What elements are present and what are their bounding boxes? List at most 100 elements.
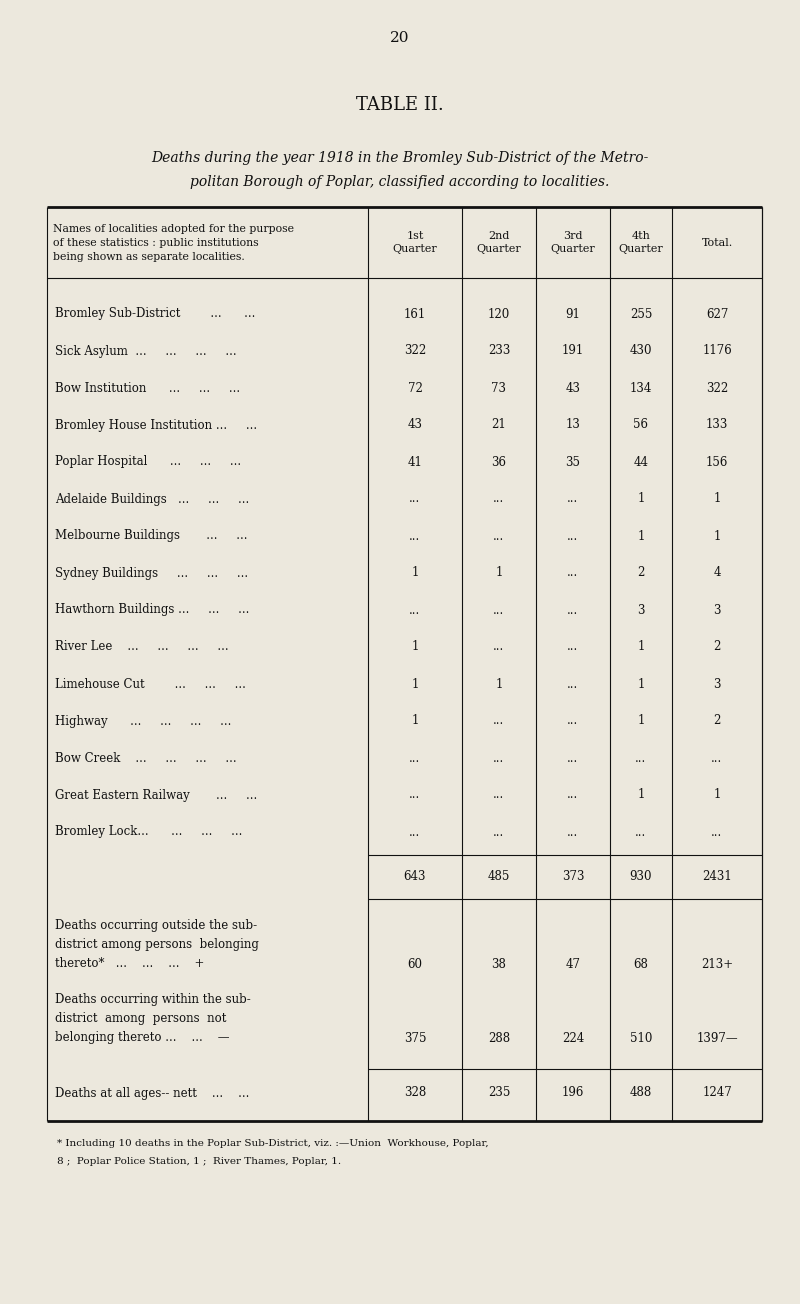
Text: ...: ... [410,789,421,802]
Text: 1: 1 [638,640,645,653]
Text: 91: 91 [566,308,581,321]
Text: 13: 13 [566,419,581,432]
Text: 1: 1 [495,678,502,691]
Text: Deaths during the year 1918 in the Bromley Sub-District of the Metro-: Deaths during the year 1918 in the Broml… [151,151,649,166]
Text: 161: 161 [404,308,426,321]
Text: Poplar Hospital      ...     ...     ...: Poplar Hospital ... ... ... [55,455,241,468]
Text: Highway      ...     ...     ...     ...: Highway ... ... ... ... [55,715,231,728]
Text: 1: 1 [714,789,721,802]
Text: ...: ... [567,678,578,691]
Text: Bromley Lock...      ...     ...     ...: Bromley Lock... ... ... ... [55,825,242,838]
Text: ...: ... [711,751,722,764]
Text: 2: 2 [714,640,721,653]
Text: ...: ... [567,825,578,838]
Text: 41: 41 [407,455,422,468]
Text: Limehouse Cut        ...     ...     ...: Limehouse Cut ... ... ... [55,678,246,691]
Text: 38: 38 [491,958,506,971]
Text: 43: 43 [566,382,581,395]
Text: 3: 3 [714,678,721,691]
Text: 3rd
Quarter: 3rd Quarter [550,231,595,254]
Text: ...: ... [567,493,578,506]
Text: 1397—: 1397— [696,1033,738,1046]
Text: ...: ... [567,640,578,653]
Text: 134: 134 [630,382,652,395]
Text: 21: 21 [492,419,506,432]
Text: 120: 120 [488,308,510,321]
Text: Deaths occurring outside the sub-: Deaths occurring outside the sub- [55,919,257,932]
Text: 488: 488 [630,1086,652,1099]
Text: 2nd
Quarter: 2nd Quarter [477,231,522,254]
Text: 56: 56 [634,419,649,432]
Text: ...: ... [567,715,578,728]
Text: 3: 3 [714,604,721,617]
Text: Sydney Buildings     ...     ...     ...: Sydney Buildings ... ... ... [55,566,248,579]
Text: 44: 44 [634,455,649,468]
Text: Sick Asylum  ...     ...     ...     ...: Sick Asylum ... ... ... ... [55,344,237,357]
Text: 255: 255 [630,308,652,321]
Text: 375: 375 [404,1033,426,1046]
Text: Total.: Total. [702,237,733,248]
Text: ...: ... [567,789,578,802]
Text: 510: 510 [630,1033,652,1046]
Text: 196: 196 [562,1086,584,1099]
Text: ...: ... [567,604,578,617]
Text: 1: 1 [411,678,418,691]
Text: 1: 1 [495,566,502,579]
Text: River Lee    ...     ...     ...     ...: River Lee ... ... ... ... [55,640,229,653]
Text: 73: 73 [491,382,506,395]
Text: 1: 1 [638,678,645,691]
Text: ...: ... [494,529,505,542]
Text: 627: 627 [706,308,728,321]
Text: TABLE II.: TABLE II. [356,96,444,113]
Text: 1: 1 [638,493,645,506]
Text: ...: ... [494,604,505,617]
Text: 235: 235 [488,1086,510,1099]
Text: 133: 133 [706,419,728,432]
Text: 1: 1 [714,529,721,542]
Text: Deaths occurring within the sub-: Deaths occurring within the sub- [55,994,250,1005]
Text: Hawthorn Buildings ...     ...     ...: Hawthorn Buildings ... ... ... [55,604,250,617]
Text: ...: ... [494,640,505,653]
Text: Bromley Sub-District        ...      ...: Bromley Sub-District ... ... [55,308,255,321]
Text: ...: ... [567,529,578,542]
Text: 373: 373 [562,871,584,884]
Text: 35: 35 [566,455,581,468]
Text: 1: 1 [411,566,418,579]
Text: 4th
Quarter: 4th Quarter [618,231,663,254]
Text: 68: 68 [634,958,649,971]
Text: 233: 233 [488,344,510,357]
Text: ...: ... [494,789,505,802]
Text: Bromley House Institution ...     ...: Bromley House Institution ... ... [55,419,257,432]
Text: 1: 1 [638,789,645,802]
Text: Names of localities adopted for the purpose: Names of localities adopted for the purp… [53,223,294,233]
Text: 47: 47 [566,958,581,971]
Text: 2: 2 [638,566,645,579]
Text: ...: ... [635,825,646,838]
Text: 485: 485 [488,871,510,884]
Text: 4: 4 [714,566,721,579]
Text: ...: ... [410,604,421,617]
Text: ...: ... [635,751,646,764]
Text: 8 ;  Poplar Police Station, 1 ;  River Thames, Poplar, 1.: 8 ; Poplar Police Station, 1 ; River Tha… [57,1157,341,1166]
Text: 36: 36 [491,455,506,468]
Text: 288: 288 [488,1033,510,1046]
Text: 224: 224 [562,1033,584,1046]
Text: 3: 3 [638,604,645,617]
Text: 2: 2 [714,715,721,728]
Text: 1: 1 [411,715,418,728]
Text: Melbourne Buildings       ...     ...: Melbourne Buildings ... ... [55,529,247,542]
Text: ...: ... [494,493,505,506]
Text: * Including 10 deaths in the Poplar Sub-District, viz. :—Union  Workhouse, Popla: * Including 10 deaths in the Poplar Sub-… [57,1138,489,1148]
Text: ...: ... [410,493,421,506]
Text: 430: 430 [630,344,652,357]
Text: 2431: 2431 [702,871,732,884]
Text: ...: ... [410,529,421,542]
Text: 213+: 213+ [701,958,733,971]
Text: 1: 1 [638,529,645,542]
Text: politan Borough of Poplar, classified according to localities.: politan Borough of Poplar, classified ac… [190,175,610,189]
Text: Adelaide Buildings   ...     ...     ...: Adelaide Buildings ... ... ... [55,493,250,506]
Text: 328: 328 [404,1086,426,1099]
Text: thereto*   ...    ...    ...    +: thereto* ... ... ... + [55,957,204,970]
Text: Bow Institution      ...     ...     ...: Bow Institution ... ... ... [55,382,240,395]
Text: 322: 322 [706,382,728,395]
